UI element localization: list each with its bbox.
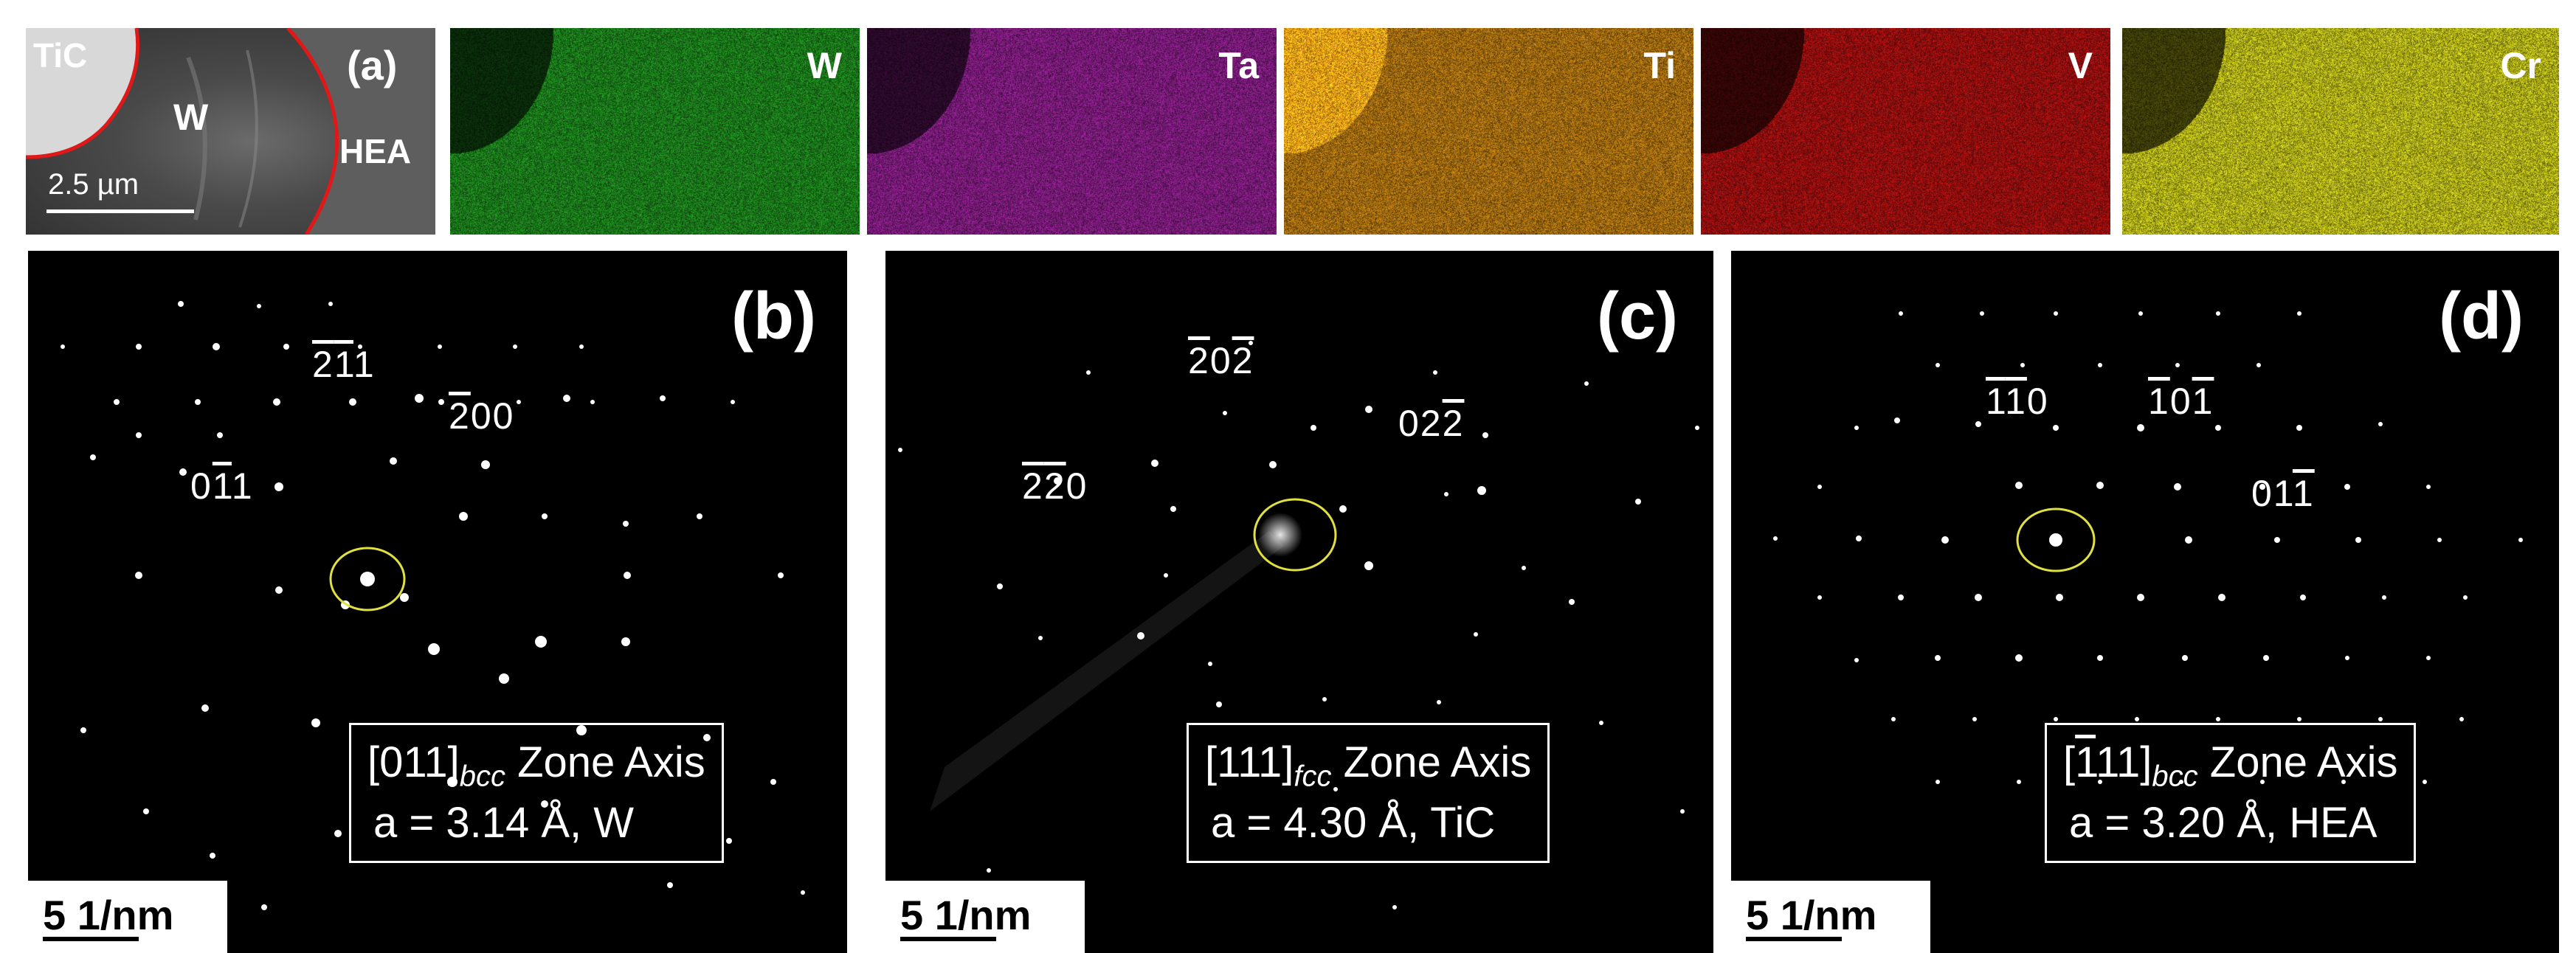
- tem-image-panel: TiC W HEA (a) 2.5 µm: [26, 28, 435, 235]
- eds-map-ti: Ti: [1284, 28, 1693, 235]
- zone-axis-box: [111]fcc Zone Axis a = 4.30 Å, TiC: [1187, 723, 1550, 863]
- zone-axis-box: [011]bcc Zone Axis a = 3.14 Å, W: [349, 723, 724, 863]
- eds-map-element-label: Ti: [1643, 44, 1676, 87]
- hea-region-label: HEA: [339, 131, 411, 171]
- hkl-label: 202: [1188, 339, 1254, 382]
- hkl-label: 200: [449, 395, 514, 437]
- tem-scale-label: 2.5 µm: [48, 168, 139, 201]
- eds-map-texture: [1284, 28, 1693, 235]
- eds-map-element-label: Cr: [2500, 44, 2541, 87]
- sad-pattern-b: (b) 211 200 011 [011]bcc Zone Axis a = 3…: [28, 251, 847, 953]
- zone-axis-box: [111]bcc Zone Axis a = 3.20 Å, HEA: [2045, 723, 2416, 863]
- eds-map-v: V: [1701, 28, 2110, 235]
- w-region-label: W: [173, 96, 208, 139]
- eds-map-ta: Ta: [867, 28, 1277, 235]
- tic-region-label: TiC: [33, 35, 87, 75]
- eds-map-element-label: Ta: [1218, 44, 1259, 87]
- scale-box: 5 1/nm: [28, 881, 227, 953]
- eds-map-texture: [867, 28, 1277, 235]
- hkl-label: 220: [1022, 465, 1088, 507]
- hkl-label: 110: [1986, 380, 2049, 423]
- hkl-label: 011: [190, 465, 254, 507]
- eds-map-texture: [2122, 28, 2559, 235]
- eds-map-texture: [1701, 28, 2110, 235]
- hkl-label: 211: [312, 343, 376, 386]
- sad-pattern-d: (d) 110 101 011 [111]bcc Zone Axis a = 3…: [1731, 251, 2559, 953]
- hkl-label: 022: [1398, 402, 1464, 445]
- eds-map-w: W: [450, 28, 860, 235]
- panel-a-label: (a): [347, 41, 397, 89]
- scale-box: 5 1/nm: [885, 881, 1085, 953]
- hkl-label: 011: [2251, 472, 2315, 515]
- eds-map-cr: Cr: [2122, 28, 2559, 235]
- eds-map-texture: [450, 28, 860, 235]
- panel-c-label: (c): [1597, 279, 1678, 355]
- scale-box: 5 1/nm: [1731, 881, 1930, 953]
- panel-d-label: (d): [2439, 279, 2524, 355]
- sad-pattern-c: (c) 202 022 220 [111]fcc Zone Axis a = 4…: [885, 251, 1713, 953]
- panel-b-label: (b): [731, 279, 816, 355]
- hkl-label: 101: [2148, 380, 2214, 423]
- eds-map-element-label: W: [807, 44, 842, 87]
- eds-map-element-label: V: [2068, 44, 2093, 87]
- tem-scale-bar: [46, 209, 194, 213]
